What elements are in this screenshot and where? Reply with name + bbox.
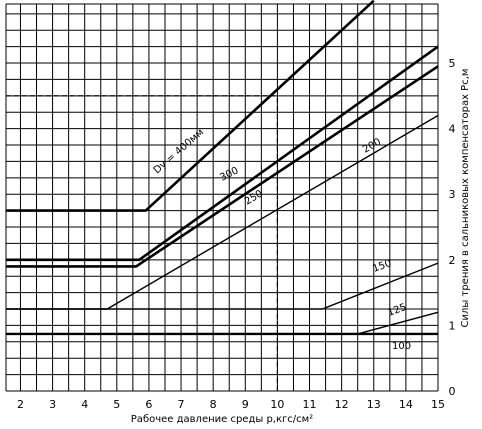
x-tick-label: 3	[49, 398, 56, 411]
series-line-125	[6, 311, 439, 335]
x-tick-label: 4	[81, 398, 88, 411]
x-tick-label: 5	[113, 398, 120, 411]
series-line-150	[6, 262, 439, 310]
x-tick-label: 2	[17, 398, 24, 411]
x-tick-label: 7	[178, 398, 185, 411]
y-tick-label: 4	[449, 123, 456, 136]
y-tick-label: 2	[449, 254, 456, 267]
series-line-300	[6, 45, 439, 262]
x-axis-label: Рабочее давление среды p,кгс/см²	[131, 414, 313, 425]
reference-lines	[6, 95, 279, 391]
x-tick-label: 10	[270, 398, 284, 411]
x-tick-label: 11	[303, 398, 317, 411]
y-axis-label: Силы трения в сальниковых компенсаторах …	[460, 69, 471, 328]
series-lines	[6, 0, 439, 336]
x-axis-ticks: 2 3 4 5 6 7 8 9 10 11 12 13 14 15	[17, 398, 445, 411]
x-tick-label: 12	[335, 398, 349, 411]
x-tick-label: 9	[242, 398, 249, 411]
series-line-250	[6, 65, 439, 268]
y-tick-label: 0	[449, 385, 456, 398]
x-tick-label: 15	[431, 398, 445, 411]
curve-label: 100	[392, 341, 411, 352]
x-tick-label: 6	[145, 398, 152, 411]
y-axis-ticks: 0 1 2 3 4 5	[449, 57, 456, 398]
curve-label: 200	[361, 137, 383, 156]
y-tick-label: 1	[449, 319, 456, 332]
x-tick-label: 14	[399, 398, 413, 411]
y-tick-label: 3	[449, 188, 456, 201]
y-tick-label: 5	[449, 57, 456, 70]
curve-label: Dy = 400мм	[152, 127, 206, 176]
series-line-dy-400	[6, 0, 375, 212]
chart-grid	[5, 3, 439, 392]
x-tick-label: 13	[367, 398, 381, 411]
x-tick-label: 8	[210, 398, 217, 411]
